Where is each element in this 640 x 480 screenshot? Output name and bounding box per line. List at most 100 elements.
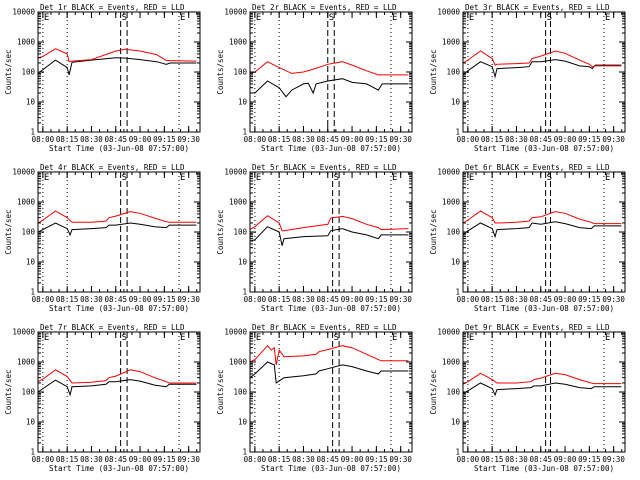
x-tick-label: 08:15 xyxy=(481,455,504,464)
x-tick-label: 08:00 xyxy=(32,455,55,464)
event-marker-label: S xyxy=(122,13,127,23)
x-tick-label: 09:00 xyxy=(554,455,577,464)
x-tick-label: 08:30 xyxy=(292,295,315,304)
event-marker-label: S xyxy=(334,173,339,183)
event-marker-label: E xyxy=(605,173,610,183)
x-tick-label: 08:45 xyxy=(104,455,127,464)
y-tick-label: 1 xyxy=(455,288,460,297)
x-tick-label: 09:00 xyxy=(129,295,152,304)
y-tick-label: 1000 xyxy=(229,358,248,367)
y-tick-label: 1000 xyxy=(17,198,36,207)
event-marker-label: E xyxy=(256,13,261,23)
y-tick-label: 10000 xyxy=(12,168,35,177)
x-tick-label: 08:30 xyxy=(505,135,528,144)
event-marker-label: E xyxy=(256,173,261,183)
x-tick-label: 09:30 xyxy=(389,295,412,304)
x-tick-label: 08:15 xyxy=(56,455,79,464)
event-marker-label: S xyxy=(122,333,127,343)
x-tick-label: 09:30 xyxy=(602,295,625,304)
y-tick-label: 100 xyxy=(21,388,35,397)
y-tick-label: 10000 xyxy=(224,8,247,17)
x-axis-label: Start Time (03-Jun-08 07:57:00) xyxy=(261,304,401,313)
y-tick-label: 10 xyxy=(451,418,461,427)
x-tick-label: 08:30 xyxy=(505,295,528,304)
x-tick-label: 08:00 xyxy=(457,135,480,144)
x-tick-label: 09:15 xyxy=(153,455,176,464)
events-rate-line xyxy=(462,59,622,79)
x-tick-label: 08:15 xyxy=(56,295,79,304)
events-rate-line xyxy=(37,222,197,237)
x-tick-label: 08:15 xyxy=(481,295,504,304)
y-tick-label: 10 xyxy=(26,418,36,427)
y-tick-label: 10000 xyxy=(437,168,460,177)
x-tick-label: 08:30 xyxy=(505,455,528,464)
x-tick-label: 08:00 xyxy=(244,295,267,304)
event-marker-label: E xyxy=(180,173,185,183)
y-tick-label: 10 xyxy=(26,98,36,107)
y-tick-label: 10 xyxy=(451,98,461,107)
lld-rate-line xyxy=(462,372,622,385)
y-tick-label: 1000 xyxy=(229,198,248,207)
event-marker-label: S xyxy=(122,173,127,183)
chart-title: Det 6r BLACK = Events, RED = LLD xyxy=(465,163,610,172)
x-tick-label: 08:00 xyxy=(244,455,267,464)
y-tick-label: 1000 xyxy=(229,38,248,47)
x-tick-label: 09:00 xyxy=(341,295,364,304)
x-tick-label: 08:45 xyxy=(316,135,339,144)
x-tick-label: 09:00 xyxy=(341,455,364,464)
y-tick-label: 10000 xyxy=(437,328,460,337)
y-tick-label: 100 xyxy=(21,228,35,237)
y-axis-label: Counts/sec xyxy=(216,49,225,94)
lld-rate-line xyxy=(249,344,409,365)
x-axis-label: Start Time (03-Jun-08 07:57:00) xyxy=(49,304,189,313)
x-tick-label: 08:30 xyxy=(80,295,103,304)
y-tick-label: 1000 xyxy=(17,358,36,367)
chart-title: Det 3r BLACK = Events, RED = LLD xyxy=(465,3,610,12)
y-tick-label: 100 xyxy=(233,68,247,77)
lld-rate-line xyxy=(249,61,409,76)
y-tick-label: 10 xyxy=(238,258,248,267)
events-rate-line xyxy=(249,361,409,384)
events-rate-line xyxy=(250,78,409,98)
x-axis-label: Start Time (03-Jun-08 07:57:00) xyxy=(474,464,614,473)
event-marker-label: E xyxy=(44,333,49,343)
chart-title: Det 8r BLACK = Events, RED = LLD xyxy=(252,323,397,332)
x-tick-label: 09:30 xyxy=(602,455,625,464)
y-tick-label: 1000 xyxy=(442,38,461,47)
x-axis-label: Start Time (03-Jun-08 07:57:00) xyxy=(474,144,614,153)
x-tick-label: 09:15 xyxy=(365,295,388,304)
y-axis-label: Counts/sec xyxy=(216,209,225,254)
y-tick-label: 1 xyxy=(30,448,35,457)
event-marker-label: S xyxy=(334,333,339,343)
chart-title: Det 1r BLACK = Events, RED = LLD xyxy=(40,3,185,12)
x-tick-label: 09:00 xyxy=(554,295,577,304)
event-marker-label: S xyxy=(547,13,552,23)
x-tick-label: 08:45 xyxy=(104,295,127,304)
y-tick-label: 100 xyxy=(446,228,460,237)
x-tick-label: 08:30 xyxy=(80,135,103,144)
chart-title: Det 9r BLACK = Events, RED = LLD xyxy=(465,323,610,332)
y-tick-label: 10000 xyxy=(224,328,247,337)
y-tick-label: 10 xyxy=(238,98,248,107)
y-tick-label: 1000 xyxy=(442,358,461,367)
x-tick-label: 09:30 xyxy=(177,295,200,304)
y-tick-label: 1 xyxy=(30,288,35,297)
chart-title: Det 7r BLACK = Events, RED = LLD xyxy=(40,323,185,332)
event-marker-label: E xyxy=(180,333,185,343)
x-tick-label: 08:30 xyxy=(292,135,315,144)
y-axis-label: Counts/sec xyxy=(4,369,13,414)
lld-rate-line xyxy=(462,50,622,68)
x-tick-label: 09:30 xyxy=(177,135,200,144)
y-tick-label: 10000 xyxy=(437,8,460,17)
x-axis-label: Start Time (03-Jun-08 07:57:00) xyxy=(474,304,614,313)
y-axis-label: Counts/sec xyxy=(429,369,438,414)
y-tick-label: 10000 xyxy=(224,168,247,177)
y-tick-label: 100 xyxy=(446,388,460,397)
y-tick-label: 1 xyxy=(455,128,460,137)
y-tick-label: 1000 xyxy=(17,38,36,47)
